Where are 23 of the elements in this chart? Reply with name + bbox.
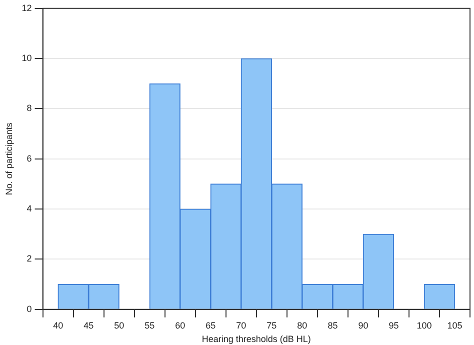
y-axis-title: No. of participants bbox=[4, 122, 14, 196]
x-axis-title: Hearing thresholds (dB HL) bbox=[202, 334, 311, 344]
x-tick-label: 70 bbox=[236, 320, 246, 330]
x-tick-label: 85 bbox=[328, 320, 338, 330]
x-tick-label: 60 bbox=[175, 320, 186, 330]
y-tick-label: 8 bbox=[26, 103, 32, 114]
x-tick-label: 65 bbox=[206, 320, 216, 330]
x-tick-label: 100 bbox=[416, 320, 432, 330]
x-tick-label: 105 bbox=[447, 320, 462, 330]
y-tick-label: 12 bbox=[22, 2, 32, 13]
y-tick-label: 6 bbox=[26, 153, 32, 164]
x-tick-label: 45 bbox=[84, 320, 94, 330]
y-tick-label: 4 bbox=[26, 204, 32, 214]
y-tick-label: 0 bbox=[26, 304, 32, 314]
x-tick-label: 80 bbox=[297, 320, 308, 330]
x-tick-label: 40 bbox=[53, 320, 64, 330]
x-tick-label: 75 bbox=[266, 320, 277, 330]
x-tick-label: 90 bbox=[358, 320, 368, 330]
x-tick-label: 55 bbox=[144, 320, 155, 330]
x-tick-label: 50 bbox=[114, 320, 124, 330]
x-tick-label: 95 bbox=[388, 320, 399, 330]
y-tick-label: 2 bbox=[26, 254, 32, 264]
y-tick-label: 10 bbox=[22, 53, 32, 64]
